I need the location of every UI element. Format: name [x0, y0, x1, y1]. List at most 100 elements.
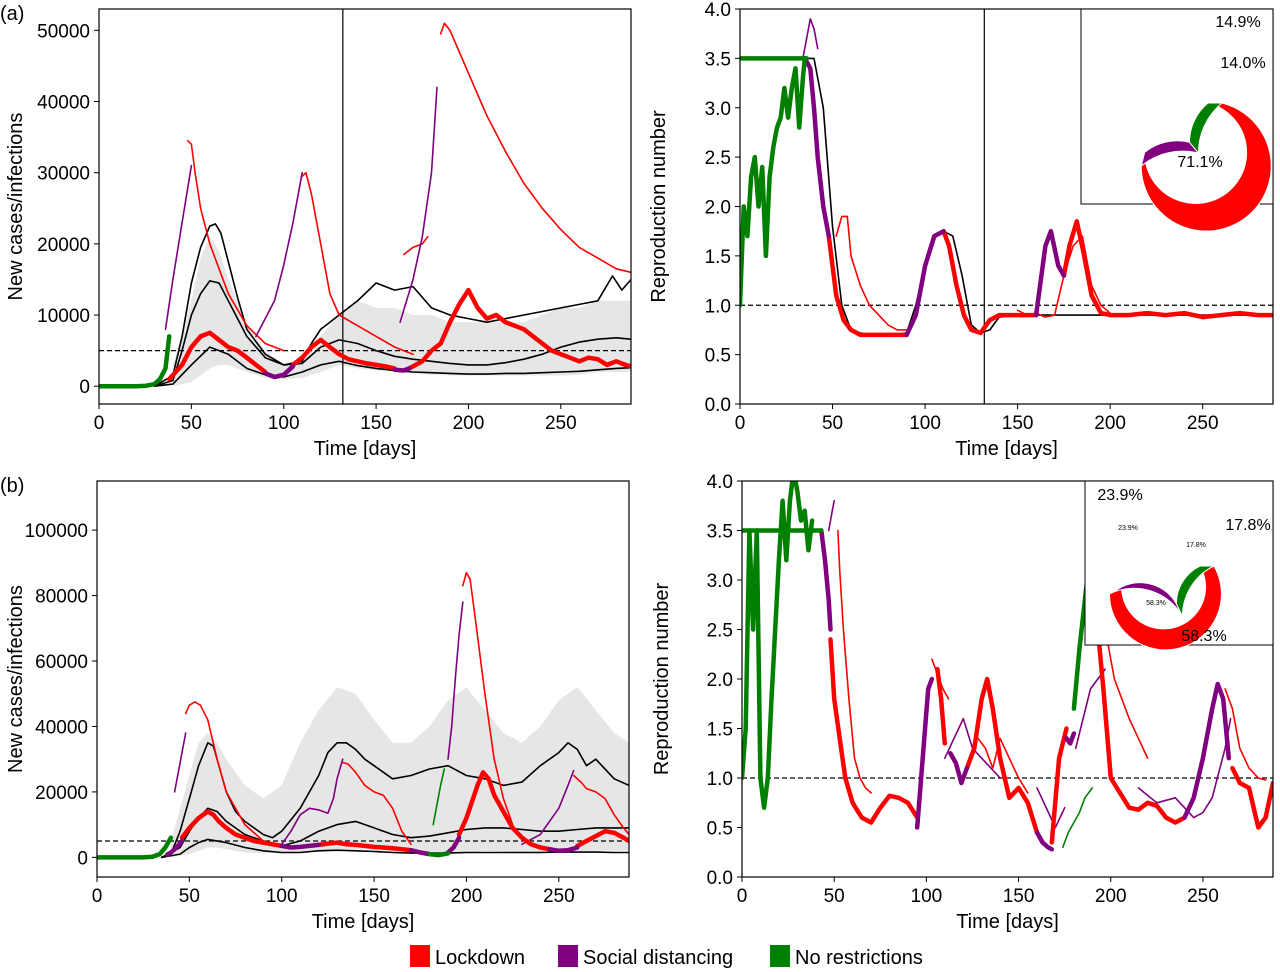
y-tick-label: 0: [79, 377, 90, 398]
legend-swatch-lockdown: [410, 945, 430, 967]
series-lockdown-5: [166, 330, 268, 382]
y-tick-label: 0.5: [705, 346, 731, 367]
x-axis-label: Time [days]: [955, 438, 1058, 460]
series-lockdown-14: [1230, 765, 1273, 830]
donut-slice-2: [1175, 565, 1215, 617]
series-lockdown-6: [941, 228, 1039, 336]
x-axis-label: Time [days]: [956, 911, 1059, 933]
panel-label-a: (a): [0, 3, 24, 25]
series-social-7: [1033, 228, 1067, 318]
y-tick-label: 2.0: [705, 198, 731, 219]
x-tick-label: 0: [737, 886, 748, 907]
y-tick-label: 20000: [37, 235, 90, 256]
legend-label-social-distancing: Social distancing: [583, 947, 733, 969]
y-tick-label: 1.5: [705, 247, 731, 268]
x-tick-label: 250: [545, 413, 577, 434]
series-lockdown-thin-15: [402, 235, 429, 256]
series-lockdown-8: [316, 840, 414, 853]
series-lockdown-thin-16: [837, 529, 872, 794]
series-none-10: [427, 851, 451, 858]
series-social-8: [392, 366, 412, 373]
series-lockdown-8: [1061, 219, 1273, 320]
donut-slice-0: [1108, 565, 1222, 651]
donut-label: 58.3%: [1181, 628, 1226, 645]
series-lockdown-6: [179, 809, 284, 849]
y-tick-label: 30000: [37, 164, 90, 185]
series-envelope-3: [160, 838, 629, 859]
plot-frame: [96, 480, 630, 878]
x-tick-label: 150: [1002, 413, 1034, 434]
series-none-4: [97, 835, 174, 860]
series-lockdown-thin-11: [186, 139, 285, 352]
series-lockdown-7: [964, 676, 1040, 835]
series-social-thin-24: [1137, 717, 1232, 819]
y-tick-label: 4.0: [707, 472, 733, 493]
series-lockdown-7: [290, 337, 397, 371]
y-tick-label: 60000: [35, 652, 88, 673]
series-none-0: [742, 481, 815, 810]
series-social-thin-22: [521, 769, 575, 846]
donut-small-label: 17.8%: [1186, 542, 1206, 549]
y-tick-label: 50000: [37, 21, 90, 42]
x-axis-label: Time [days]: [312, 911, 415, 933]
x-tick-label: 100: [911, 886, 943, 907]
y-axis-label: Reproduction number: [648, 110, 670, 303]
chart-a-reproduction: 0 50 100 150 200 250 0.0 0.5 1.0 1.5 2.0 2.5 3.0 3.5 4…: [648, 0, 1274, 460]
inset-frame: [1084, 480, 1274, 646]
y-tick-label: 0: [77, 848, 88, 869]
series-social-13: [547, 845, 580, 854]
y-tick-label: 1.0: [707, 769, 733, 790]
series-none-4: [99, 334, 172, 389]
series-lockdown-thin-10: [835, 215, 908, 331]
y-tick-label: 40000: [35, 717, 88, 738]
series-social-thin-9: [802, 18, 819, 60]
y-tick-label: 2.0: [707, 670, 733, 691]
donut-label: 17.8%: [1225, 517, 1270, 534]
donut-small-label: 23.9%: [1118, 525, 1138, 532]
series-social-8: [1034, 830, 1055, 852]
series-social-4: [914, 676, 935, 830]
series-lockdown-thin-18: [341, 761, 412, 846]
series-lockdown-9: [407, 287, 631, 371]
series-social-5: [904, 228, 946, 338]
series-social-thin-14: [399, 86, 438, 324]
x-tick-label: 250: [1187, 886, 1219, 907]
x-tick-label: 150: [358, 886, 390, 907]
series-social-13: [1182, 681, 1232, 820]
x-tick-label: 100: [266, 886, 298, 907]
inset-donut-chart: 71.1% 14.9% 14.0%: [1080, 8, 1274, 232]
series-social-thin-15: [827, 499, 836, 532]
series-social-thin-15: [173, 732, 187, 793]
y-tick-label: 3.0: [705, 99, 731, 120]
ensemble-band: [172, 236, 631, 387]
donut-label: 14.9%: [1215, 14, 1260, 31]
plot-frame: [98, 8, 632, 405]
x-tick-label: 200: [451, 886, 483, 907]
donut-label: 23.9%: [1097, 487, 1142, 504]
series-social-2: [819, 528, 833, 632]
y-tick-label: 2.5: [705, 148, 731, 169]
y-tick-label: 2.5: [707, 621, 733, 642]
donut-slice-2: [1189, 102, 1224, 155]
panel-label-b: (b): [0, 475, 24, 497]
plot-area: [99, 9, 631, 404]
chart-a-cases: 0 50 100 150 200 250 0 10000 20000 30000 40000 5000…: [5, 8, 632, 460]
legend: Lockdown Social distancing No restrictio…: [410, 945, 923, 969]
series-lockdown-3: [828, 637, 920, 825]
series-envelope-2: [153, 280, 631, 388]
series-lockdown-4: [826, 233, 909, 338]
x-tick-label: 0: [94, 413, 105, 434]
series-lockdown-12: [456, 770, 552, 852]
y-tick-label: 80000: [35, 587, 88, 608]
legend-label-no-restrictions: No restrictions: [795, 947, 923, 969]
plot-area: [97, 571, 629, 860]
x-tick-label: 50: [824, 886, 845, 907]
x-tick-label: 250: [1187, 413, 1219, 434]
series-social-9: [408, 847, 432, 857]
x-axis-label: Time [days]: [314, 438, 417, 460]
y-tick-label: 3.0: [707, 571, 733, 592]
series-none-thin-22: [1062, 787, 1094, 849]
series-none-1: [740, 56, 808, 308]
y-tick-label: 10000: [37, 306, 90, 327]
